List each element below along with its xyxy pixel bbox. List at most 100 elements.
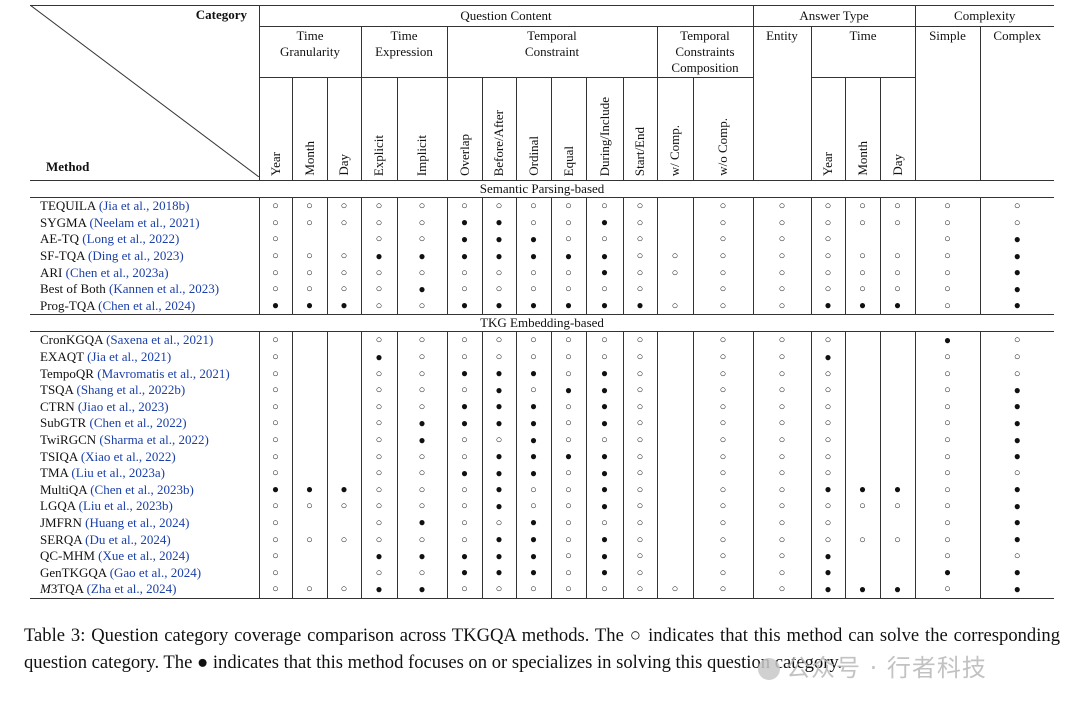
citation-link[interactable]: (Saxena et al., 2021) [106, 332, 214, 348]
citation-link[interactable]: (Xiao et al., 2022) [80, 448, 176, 464]
filled-dot-icon: ● [915, 331, 981, 349]
empty-cell [880, 398, 916, 416]
hollow-dot-icon: ○ [482, 348, 517, 366]
filled-dot-icon: ● [1013, 265, 1021, 280]
method-cell: TMA (Liu et al., 2023a) [30, 464, 260, 482]
filled-dot-icon: ● [516, 247, 552, 265]
citation-link[interactable]: (Gao et al., 2024) [109, 564, 202, 580]
hollow-dot-icon: ○ [361, 448, 398, 465]
hollow-dot-icon: ○ [880, 498, 916, 515]
table-row: Best of Both (Kannen et al., 2023) ○ ○ ○ ○ ● ○… [30, 280, 1054, 298]
citation-link[interactable]: (Chen et al., 2024) [98, 297, 196, 313]
hollow-dot-icon: ○ [551, 197, 587, 215]
hollow-dot-icon: ○ [292, 214, 328, 232]
hollow-dot-icon: ○ [915, 547, 981, 565]
subgroup-time: Time [811, 26, 916, 78]
column-header: Start/End [623, 77, 658, 181]
filled-dot-icon: ● [259, 481, 293, 499]
hollow-dot-icon: ○ [482, 514, 517, 532]
citation-link[interactable]: (Jiao et al., 2023) [77, 398, 169, 414]
hollow-dot-icon: ○ [397, 464, 448, 482]
filled-dot-icon: ● [915, 564, 981, 582]
citation-link[interactable]: (Ding et al., 2023) [88, 248, 184, 264]
hollow-dot-icon: ○ [623, 464, 658, 482]
table-row: AE-TQ (Long et al., 2022) ○ ○ ○ ● ● ● ○ ○ ○ ○ ○ ○ ○ ● [30, 231, 1054, 248]
hollow-dot-icon: ○ [551, 214, 587, 232]
hollow-dot-icon: ○ [623, 448, 658, 465]
hollow-dot-icon: ○ [623, 365, 658, 382]
citation-link[interactable]: (Chen et al., 2023b) [90, 481, 194, 497]
hollow-dot-icon: ○ [753, 214, 812, 232]
empty-cell [880, 381, 916, 399]
hollow-dot-icon: ○ [397, 531, 448, 548]
hollow-dot-icon: ○ [753, 297, 812, 316]
column-header: Day [880, 77, 916, 181]
hollow-dot-icon: ○ [397, 381, 448, 399]
filled-dot-icon: ● [361, 348, 398, 366]
method-cell: AE-TQ (Long et al., 2022) [30, 231, 260, 248]
filled-dot-icon: ● [880, 581, 916, 599]
citation-link[interactable]: (Huang et al., 2024) [85, 514, 190, 530]
hollow-dot-icon: ○ [1013, 351, 1021, 364]
citation-link[interactable]: (Chen et al., 2023a) [65, 264, 169, 280]
hollow-dot-icon: ○ [753, 481, 812, 499]
empty-cell [657, 547, 694, 565]
method-name: SERQA [40, 531, 82, 547]
filled-dot-icon: ● [551, 448, 587, 465]
citation-link[interactable]: (Liu et al., 2023b) [78, 498, 173, 514]
citation-link[interactable]: (Liu et al., 2023a) [71, 465, 165, 481]
hollow-dot-icon: ○ [259, 231, 293, 248]
method-name: SubGTR [40, 415, 87, 431]
citation-link[interactable]: (Du et al., 2024) [85, 531, 171, 547]
hollow-dot-icon: ○ [811, 247, 846, 265]
citation-link[interactable]: (Jia et al., 2021) [87, 349, 172, 365]
hollow-dot-icon: ○ [397, 331, 448, 349]
empty-cell [845, 381, 881, 399]
empty-cell [657, 531, 694, 548]
method-name: MultiQA [40, 481, 87, 497]
filled-dot-icon: ● [1013, 515, 1021, 530]
citation-link[interactable]: (Chen et al., 2022) [89, 415, 187, 431]
hollow-dot-icon: ○ [753, 231, 812, 248]
hollow-dot-icon: ○ [447, 448, 483, 465]
table-row: SERQA (Du et al., 2024) ○ ○ ○ ○ ○ ○ ● ● ○ ● ○ ○ ○ ○ ○ ○ ○… [30, 531, 1054, 548]
citation-link[interactable]: (Neelam et al., 2021) [89, 214, 200, 230]
empty-cell [657, 365, 694, 382]
citation-link[interactable]: (Long et al., 2022) [82, 231, 180, 247]
citation-link[interactable]: (Sharma et al., 2022) [99, 432, 209, 448]
header-row-groups: Question Content Answer Type Complexity [30, 5, 1054, 181]
method-cell: GenTKGQA (Gao et al., 2024) [30, 564, 260, 582]
filled-dot-icon: ● [623, 297, 658, 316]
hollow-dot-icon: ○ [292, 197, 328, 215]
hollow-dot-icon: ○ [259, 348, 293, 366]
filled-dot-icon: ● [586, 481, 624, 499]
column-header: Implicit [397, 77, 448, 181]
filled-dot-icon: ● [482, 398, 517, 416]
citation-link[interactable]: (Jia et al., 2018b) [98, 198, 190, 214]
empty-cell [657, 564, 694, 582]
watermark-text: 公众号 · 行者科技 [786, 654, 987, 682]
filled-dot-icon: ● [447, 547, 483, 565]
empty-cell [327, 381, 362, 399]
citation-link[interactable]: (Zha et al., 2024) [86, 581, 177, 597]
hollow-dot-icon: ○ [623, 381, 658, 399]
hollow-dot-icon: ○ [693, 464, 754, 482]
empty-cell [880, 464, 916, 482]
method-cell: JMFRN (Huang et al., 2024) [30, 514, 260, 532]
empty-cell [292, 381, 328, 399]
filled-dot-icon: ● [397, 547, 448, 565]
citation-link[interactable]: (Kannen et al., 2023) [108, 281, 220, 297]
hollow-dot-icon: ○ [259, 247, 293, 265]
method-name: SF-TQA [40, 248, 85, 264]
group-question-content: Question Content [259, 5, 754, 27]
citation-link[interactable]: (Shang et al., 2022b) [76, 382, 186, 398]
hollow-dot-icon: ○ [259, 498, 293, 515]
method-name: QC-MHM [40, 548, 95, 564]
method-cell: TSIQA (Xiao et al., 2022) [30, 448, 260, 465]
citation-link[interactable]: (Xue et al., 2024) [98, 548, 190, 564]
empty-cell [657, 214, 694, 232]
hollow-dot-icon: ○ [586, 348, 624, 366]
empty-cell [657, 448, 694, 465]
method-cell: TEQUILA (Jia et al., 2018b) [30, 197, 260, 215]
citation-link[interactable]: (Mavromatis et al., 2021) [97, 365, 230, 381]
